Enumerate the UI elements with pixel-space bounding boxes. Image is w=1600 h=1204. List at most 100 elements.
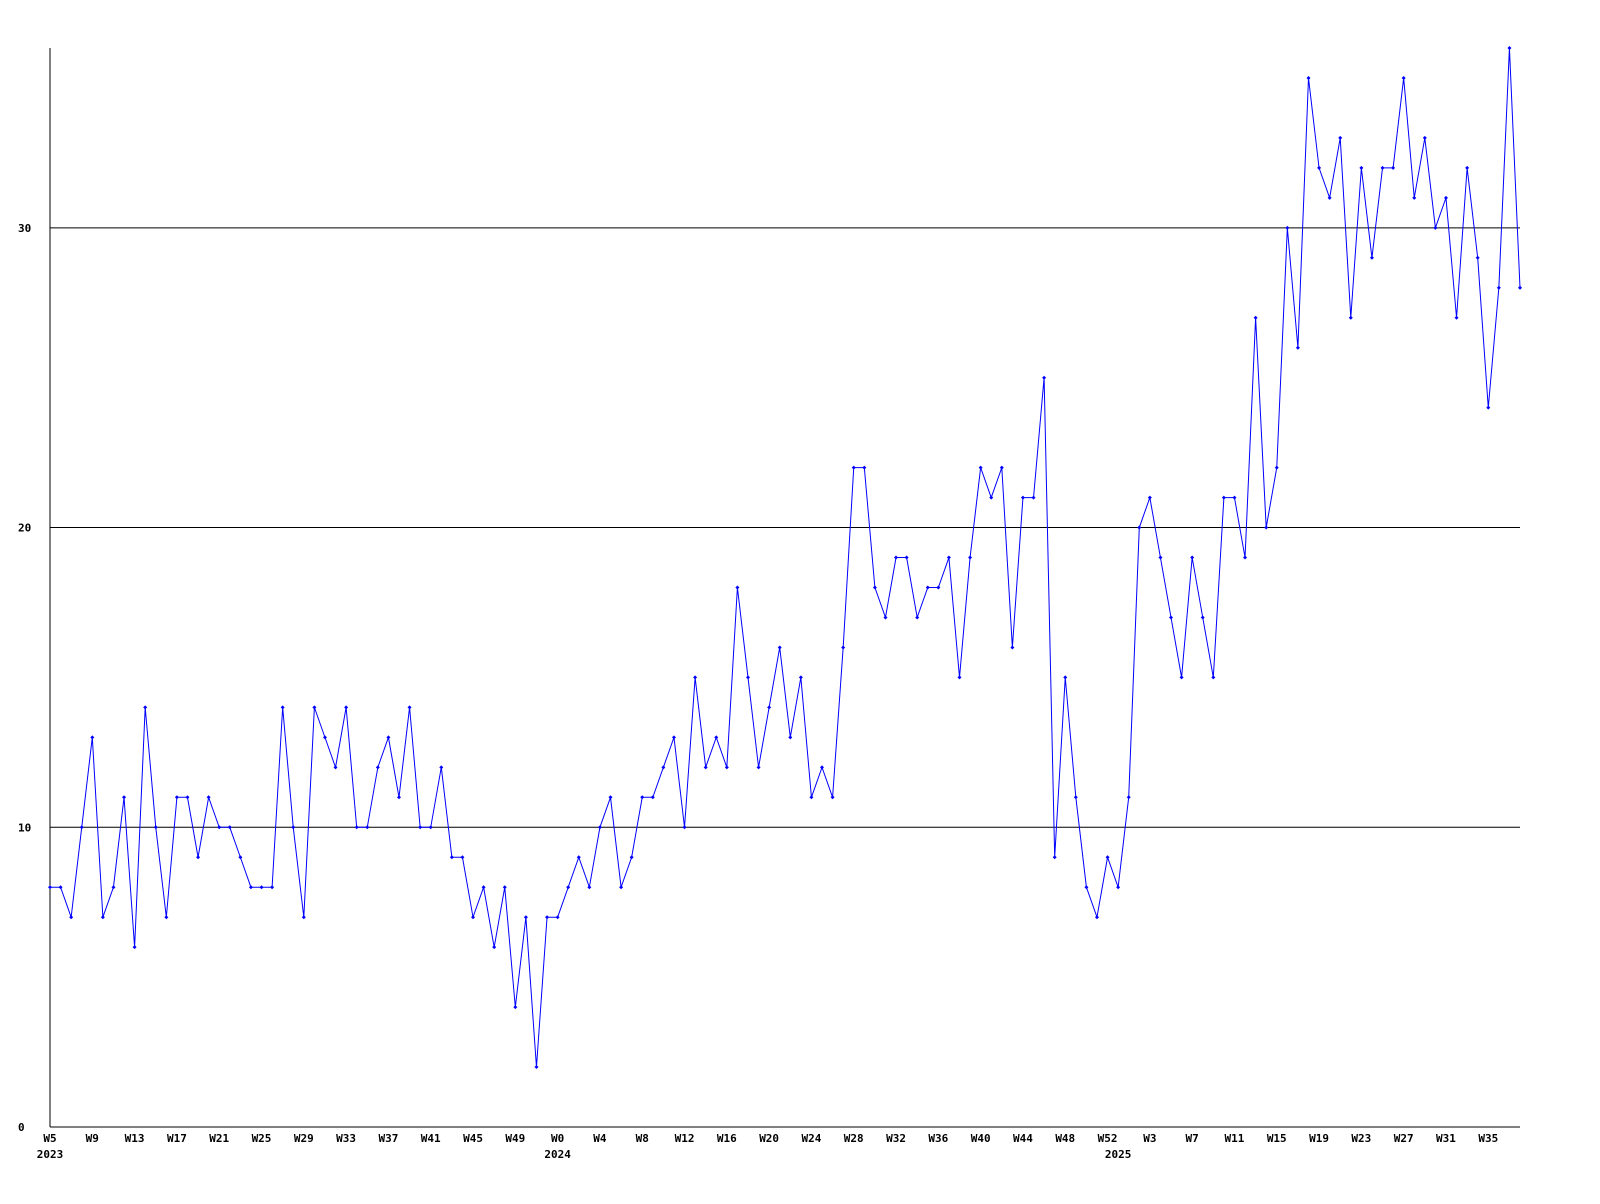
y-tick-label: 20 [18,522,31,535]
x-tick-label: W21 [209,1132,229,1145]
x-tick-label: W29 [294,1132,314,1145]
point [333,765,338,770]
point [915,615,920,620]
year-label: 2025 [1105,1148,1132,1161]
x-tick-label: W19 [1309,1132,1329,1145]
point [1221,495,1226,500]
point [48,885,52,890]
point [122,795,127,800]
point [1084,885,1089,890]
point [841,645,846,650]
point [238,855,243,860]
point [904,555,909,560]
x-tick-label: W33 [336,1132,356,1145]
point [968,555,973,560]
point [291,825,296,830]
point [1433,225,1438,230]
x-tick-label: W24 [802,1132,822,1145]
point [587,885,592,890]
x-tick-label: W13 [125,1132,145,1145]
point [1338,135,1343,140]
point [936,585,941,590]
x-tick-label: W23 [1351,1132,1371,1145]
point [460,855,465,860]
point [1116,885,1121,890]
point [248,885,253,890]
point [820,765,825,770]
point [1031,495,1036,500]
point [1465,165,1470,170]
point [386,735,391,740]
point [270,885,275,890]
point [407,705,412,710]
point [1147,495,1152,500]
point [724,765,729,770]
point [545,915,550,920]
y-tick-label: 0 [18,1121,25,1134]
point [798,675,803,680]
point [354,825,359,830]
point [894,555,899,560]
point [513,1005,518,1010]
point [365,825,370,830]
x-tick-label: W48 [1055,1132,1075,1145]
point [312,705,317,710]
x-tick-label: W3 [1143,1132,1156,1145]
x-tick-label: W9 [86,1132,99,1145]
point [143,705,148,710]
point [1274,465,1279,470]
point [132,945,137,950]
point [619,885,624,890]
point [58,885,63,890]
x-tick-label: W5 [43,1132,56,1145]
x-tick-label: W32 [886,1132,906,1145]
point [1518,285,1522,290]
point [1443,195,1448,200]
point [1020,495,1025,500]
point [830,795,835,800]
point [1158,555,1163,560]
point [1179,675,1184,680]
point [1094,915,1099,920]
point [1169,615,1174,620]
point [650,795,655,800]
point [714,735,719,740]
point [1475,255,1480,260]
x-tick-label: W8 [636,1132,649,1145]
point [978,465,983,470]
point [1243,555,1248,560]
point [989,495,994,500]
point [682,825,687,830]
x-tick-label: W20 [759,1132,779,1145]
x-tick-label: W7 [1186,1132,1199,1145]
point [851,465,856,470]
point [1042,375,1047,380]
point [1391,165,1396,170]
point [629,855,634,860]
point [555,915,560,920]
point [767,705,772,710]
point [534,1065,539,1070]
point [111,885,116,890]
point [523,915,528,920]
point [396,795,401,800]
point [1348,315,1353,320]
x-tick-label: W40 [971,1132,991,1145]
point [872,585,877,590]
point [174,795,179,800]
x-tick-label: W0 [551,1132,564,1145]
point [946,555,951,560]
point [777,645,782,650]
point [100,915,105,920]
point [418,825,423,830]
y-tick-label: 30 [18,222,31,235]
point [375,765,380,770]
x-tick-label: W28 [844,1132,864,1145]
point [693,675,698,680]
x-tick-label: W36 [928,1132,948,1145]
point [788,735,793,740]
point [227,825,232,830]
x-tick-label: W52 [1098,1132,1118,1145]
point [1264,525,1269,530]
